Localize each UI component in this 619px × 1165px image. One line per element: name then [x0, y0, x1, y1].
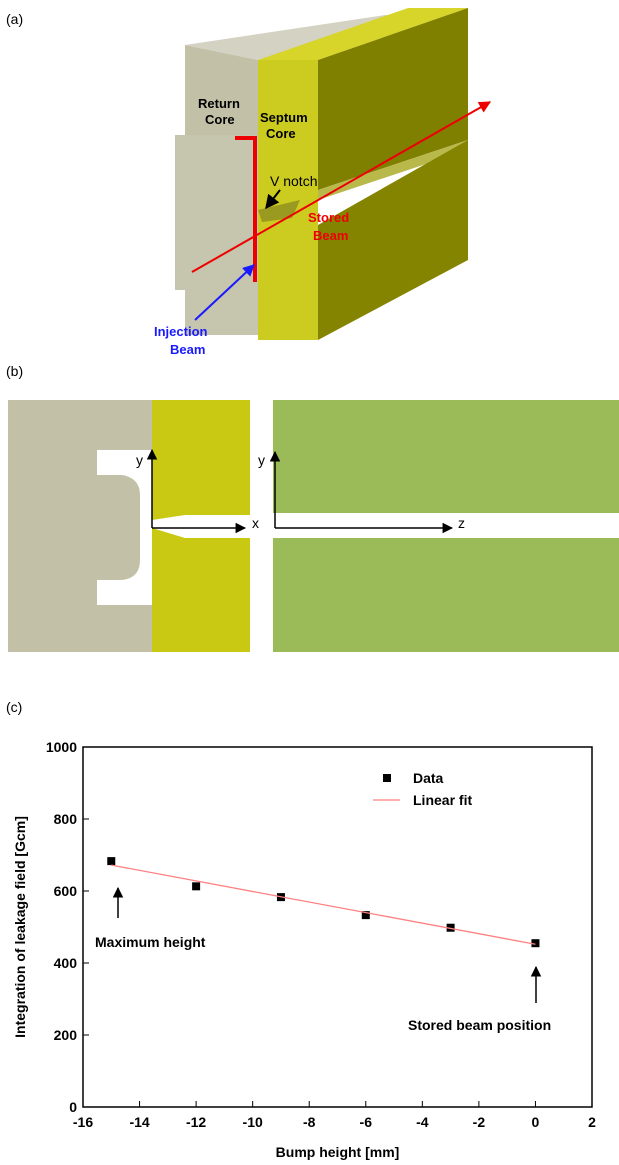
axis-label: x — [252, 515, 259, 531]
x-tick-label: -4 — [416, 1114, 429, 1130]
legend-label: Data — [413, 770, 444, 786]
y-tick-label: 200 — [54, 1027, 78, 1043]
label: Stored — [308, 210, 349, 225]
legend-label: Linear fit — [413, 792, 472, 808]
x-tick-label: 0 — [532, 1114, 540, 1130]
label: Core — [205, 112, 235, 127]
axis-label: z — [458, 515, 465, 531]
x-tick-label: -8 — [303, 1114, 316, 1130]
x-tick-label: -6 — [360, 1114, 373, 1130]
label: V notch — [270, 173, 317, 189]
x-tick-label: -2 — [473, 1114, 486, 1130]
fit-line — [111, 865, 535, 944]
y-tick-label: 600 — [54, 883, 78, 899]
label: Beam — [313, 228, 348, 243]
y-tick-label: 800 — [54, 811, 78, 827]
plot-frame — [83, 747, 592, 1107]
y-tick-label: 400 — [54, 955, 78, 971]
panel-label: (b) — [6, 363, 23, 379]
data-point — [192, 882, 200, 890]
x-tick-label: -10 — [243, 1114, 263, 1130]
x-tick-label: -12 — [186, 1114, 206, 1130]
panel-label: (a) — [6, 11, 23, 27]
y-axis-label: Integration of leakage field [Gcm] — [12, 816, 28, 1038]
label: Injection — [154, 324, 208, 339]
x-axis-label: Bump height [mm] — [276, 1144, 400, 1160]
x-tick-label: -14 — [129, 1114, 149, 1130]
label: Core — [266, 126, 296, 141]
illustration-a: Return Core Septum Core V notch Stored B… — [154, 8, 490, 357]
x-tick-label: 2 — [588, 1114, 596, 1130]
y-tick-label: 1000 — [46, 739, 77, 755]
label: Beam — [170, 342, 205, 357]
annotation: Maximum height — [95, 934, 206, 950]
diagram-b: y x y z — [8, 400, 619, 652]
data-point — [107, 857, 115, 865]
panel-label: (c) — [6, 699, 22, 715]
chart: -16 -14 -12 -10 -8 -6 -4 -2 0 2 0 200 400 600 800 1000 B… — [12, 739, 596, 1160]
x-tick-label: -16 — [73, 1114, 93, 1130]
legend-marker — [383, 774, 391, 782]
annotation: Stored beam position — [408, 1017, 551, 1033]
axis-label: y — [136, 452, 143, 468]
axis-label: y — [258, 452, 265, 468]
y-tick-label: 0 — [69, 1099, 77, 1115]
label: Septum — [260, 110, 308, 125]
label: Return — [198, 96, 240, 111]
figure: (a) (b) (c) Return Core Septum Core V no… — [0, 0, 619, 1165]
